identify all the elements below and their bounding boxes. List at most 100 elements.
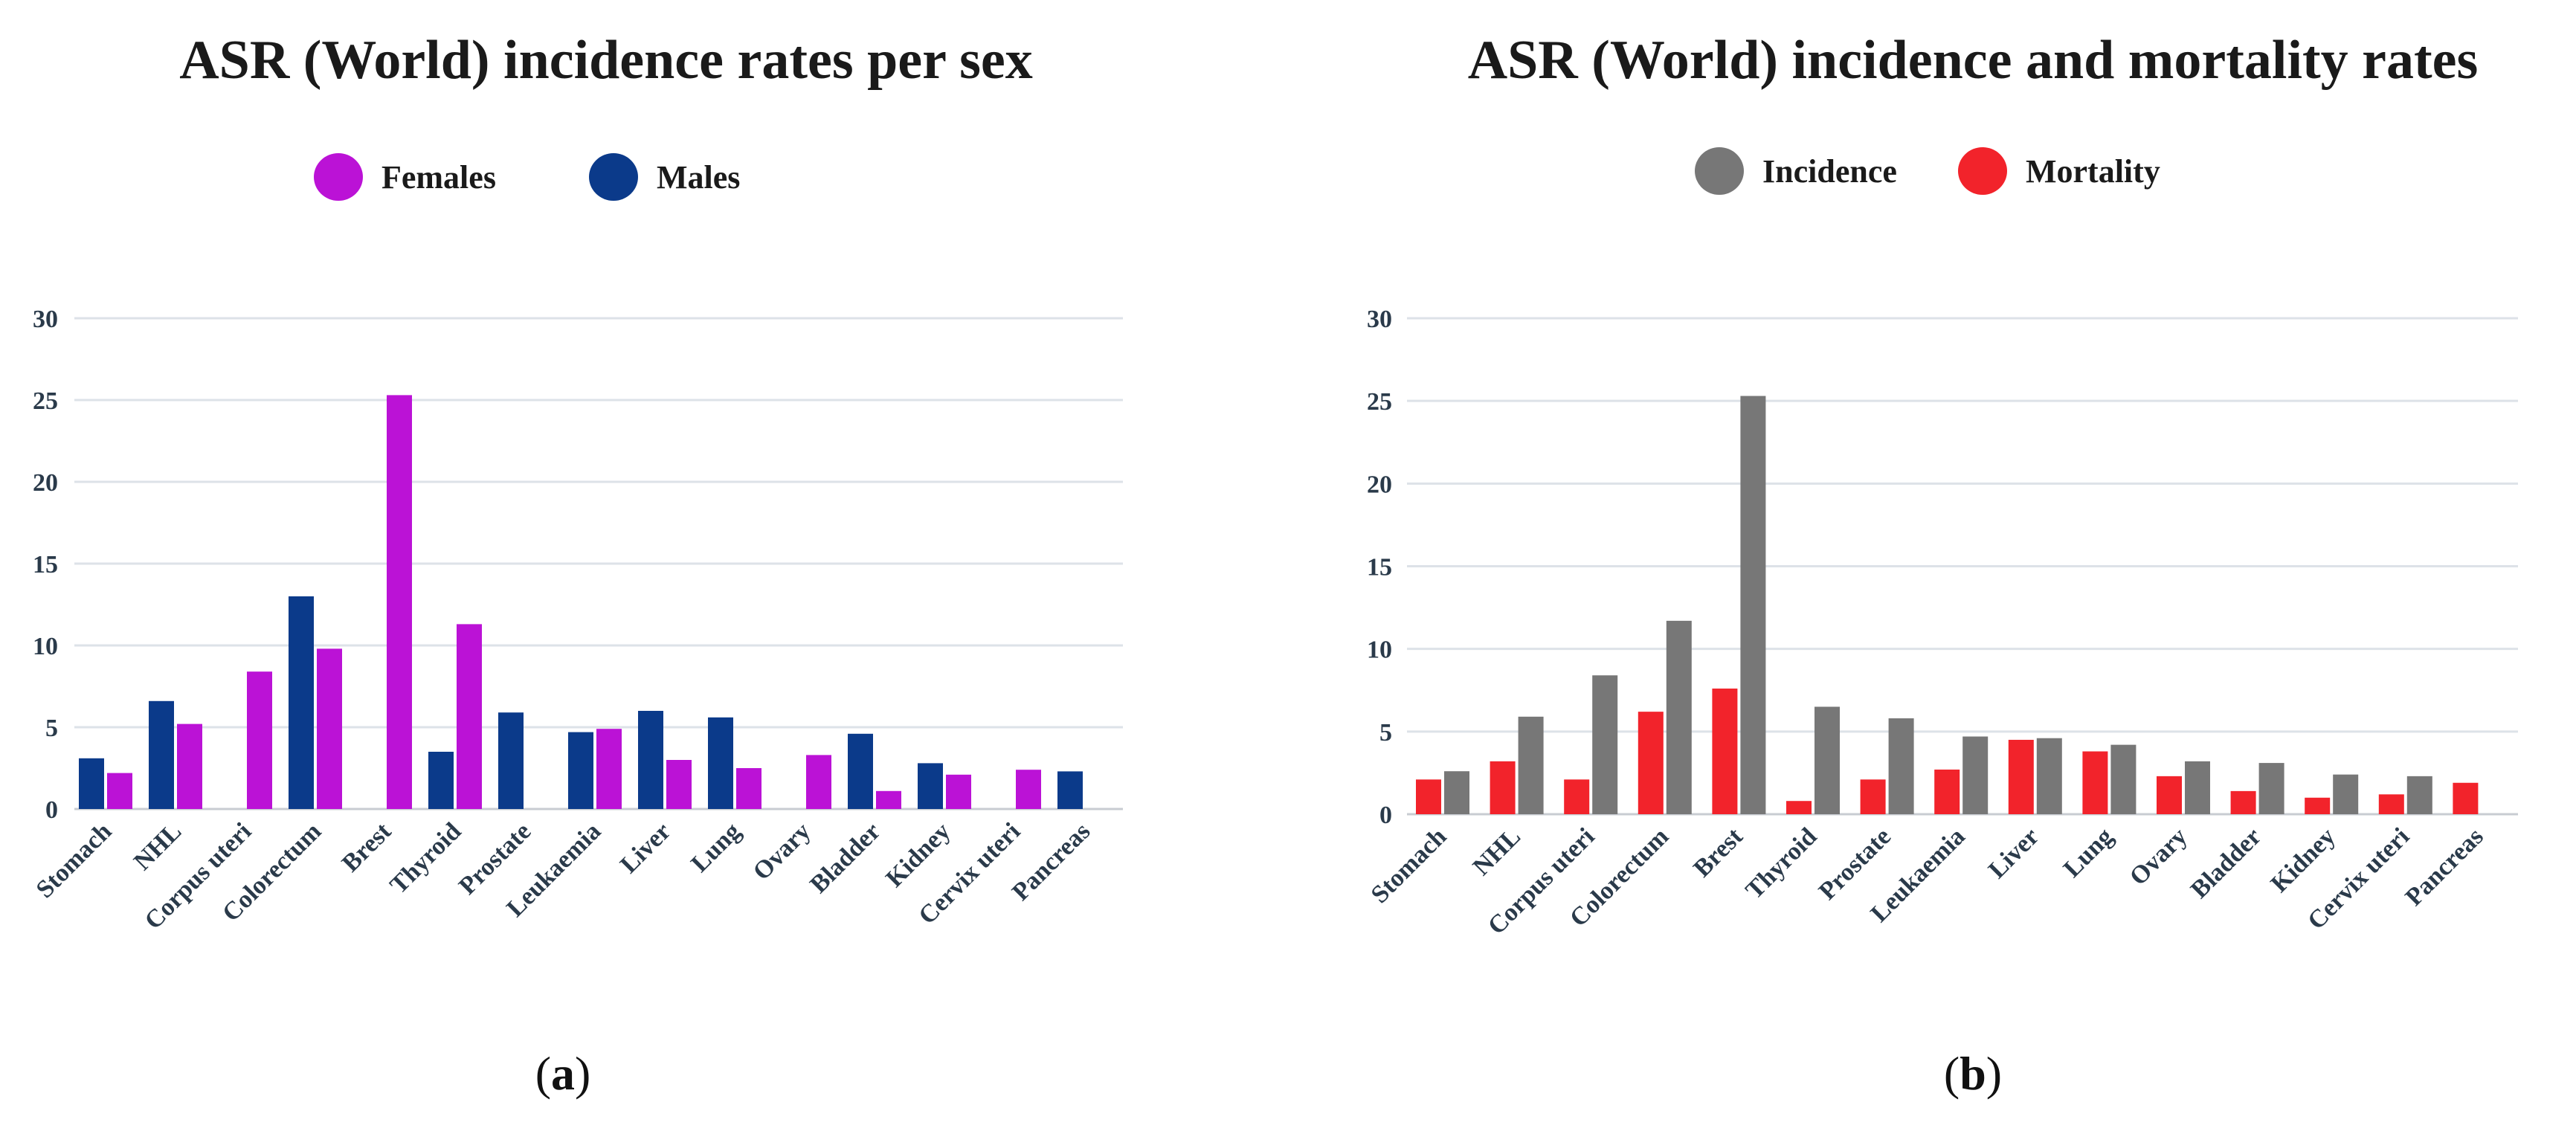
bar-females: Females — Liver: 3 — [666, 760, 692, 809]
x-tick-label: Kidney — [2266, 822, 2341, 897]
bar-males: Males — Bladder: 4.6 — [848, 733, 873, 809]
x-tick-label: Bladder — [2186, 822, 2267, 903]
bar-mortality: Mortality — Corpus uteri: 2.1 — [1564, 779, 1590, 814]
legend-label: Incidence — [1762, 153, 1897, 190]
bar-incidence: Incidence — Brest: 25.3 — [1740, 396, 1766, 814]
bar-incidence: Incidence — Stomach: 2.6 — [1444, 771, 1469, 814]
legend-swatch — [1695, 147, 1744, 195]
bar-incidence: Incidence — Corpus uteri: 8.4 — [1592, 675, 1618, 814]
legend-swatch — [314, 153, 363, 201]
y-tick-label: 10 — [33, 633, 58, 660]
bar-mortality: Mortality — Leukaemia: 2.7 — [1934, 769, 1960, 814]
x-tick-label: Ovary — [748, 817, 817, 886]
bar-incidence: Incidence — Ovary: 3.2 — [2185, 761, 2210, 814]
bar-females: Females — Bladder: 1.1 — [876, 790, 901, 809]
panel-label: (a) — [535, 1047, 591, 1100]
x-tick-label: Bladder — [805, 817, 886, 898]
bar-males: Males — Liver: 6 — [638, 711, 663, 809]
bar-mortality: Mortality — Cervix uteri: 1.2 — [2378, 794, 2404, 814]
x-tick-label: Brest — [337, 817, 397, 877]
x-tick-label: Liver — [1983, 822, 2044, 883]
bar-males: Males — Colorectum: 13 — [289, 596, 314, 809]
y-tick-label: 25 — [33, 387, 58, 415]
x-tick-label: Stomach — [31, 817, 117, 903]
bar-mortality: Mortality — Lung: 3.8 — [2082, 751, 2108, 814]
bar-females: Females — Kidney: 2.1 — [946, 774, 971, 809]
bar-incidence: Incidence — Kidney: 2.4 — [2333, 774, 2359, 814]
bar-males: Males — Prostate: 5.9 — [498, 712, 524, 809]
bar-mortality: Mortality — Colorectum: 6.2 — [1638, 712, 1664, 814]
legend-swatch — [1958, 147, 2007, 195]
panel-label: (b) — [1944, 1047, 2002, 1100]
x-tick-label: Ovary — [2125, 822, 2193, 891]
bar-females: Females — Leukaemia: 4.9 — [596, 729, 622, 809]
legend-swatch — [589, 153, 638, 201]
bar-females: Females — Corpus uteri: 8.4 — [247, 671, 272, 809]
chart-b: ASR (World) incidence and mortality rate… — [1366, 30, 2518, 1100]
y-tick-label: 25 — [1367, 388, 1392, 416]
legend-label: Females — [381, 159, 496, 196]
bar-males: Males — NHL: 6.6 — [149, 700, 174, 809]
y-tick-label: 15 — [1367, 554, 1392, 581]
bar-incidence: Incidence — Leukaemia: 4.7 — [1962, 736, 1989, 814]
bar-mortality: Mortality — NHL: 3.2 — [1490, 761, 1516, 814]
bar-females: Females — Colorectum: 9.8 — [317, 648, 342, 809]
bar-incidence: Incidence — NHL: 5.9 — [1518, 716, 1544, 814]
bar-mortality: Mortality — Thyroid: 0.8 — [1786, 801, 1812, 814]
bar-mortality: Mortality — Pancreas: 1.9 — [2453, 782, 2479, 814]
x-tick-label: Pancreas — [2400, 822, 2489, 911]
bar-females: Females — Lung: 2.5 — [736, 768, 761, 809]
y-tick-label: 30 — [1367, 306, 1392, 333]
bar-males: Males — Lung: 5.6 — [708, 717, 733, 809]
chart-title: ASR (World) incidence and mortality rate… — [1468, 30, 2479, 91]
bar-males: Males — Stomach: 3.1 — [79, 758, 104, 809]
bar-mortality: Mortality — Stomach: 2.1 — [1416, 779, 1441, 814]
y-tick-label: 0 — [1379, 802, 1392, 829]
bar-mortality: Mortality — Bladder: 1.4 — [2230, 790, 2256, 814]
y-tick-label: 0 — [45, 796, 58, 824]
bar-mortality: Mortality — Ovary: 2.3 — [2157, 776, 2182, 814]
y-tick-label: 5 — [45, 715, 58, 742]
chart-title: ASR (World) incidence rates per sex — [179, 30, 1033, 91]
bar-mortality: Mortality — Prostate: 2.1 — [1860, 779, 1886, 814]
bar-incidence: Incidence — Liver: 4.6 — [2036, 738, 2062, 814]
bar-incidence: Incidence — Bladder: 3.1 — [2258, 763, 2284, 814]
y-tick-label: 20 — [33, 469, 58, 497]
legend-label: Males — [657, 159, 740, 196]
bar-incidence: Incidence — Thyroid: 6.5 — [1815, 706, 1840, 814]
legend-label: Mortality — [2026, 153, 2160, 190]
x-tick-label: Brest — [1688, 822, 1748, 883]
x-tick-label: NHL — [129, 817, 187, 875]
y-tick-label: 15 — [33, 551, 58, 578]
bar-females: Females — NHL: 5.2 — [177, 723, 202, 809]
bar-incidence: Incidence — Prostate: 5.8 — [1888, 718, 1914, 814]
bar-incidence: Incidence — Cervix uteri: 2.3 — [2406, 776, 2432, 814]
bar-incidence: Incidence — Lung: 4.2 — [2110, 744, 2137, 814]
bar-mortality: Mortality — Kidney: 1 — [2305, 797, 2331, 814]
y-tick-label: 5 — [1379, 719, 1392, 747]
bar-females: Females — Ovary: 3.3 — [806, 755, 831, 809]
y-tick-label: 20 — [1367, 471, 1392, 498]
x-tick-label: Liver — [615, 817, 676, 878]
x-tick-label: Pancreas — [1007, 817, 1095, 906]
bar-males: Males — Thyroid: 3.5 — [428, 752, 454, 809]
bar-males: Males — Pancreas: 2.3 — [1057, 771, 1083, 809]
bar-incidence: Incidence — Colorectum: 11.7 — [1666, 620, 1692, 814]
bar-males: Males — Leukaemia: 4.7 — [568, 732, 593, 809]
x-tick-label: Lung — [2058, 822, 2119, 883]
x-tick-label: NHL — [1468, 822, 1526, 880]
bar-males: Males — Kidney: 2.8 — [918, 763, 943, 809]
y-tick-label: 30 — [33, 306, 58, 333]
x-tick-label: Stomach — [1366, 822, 1452, 909]
x-tick-label: Lung — [686, 817, 746, 877]
bar-mortality: Mortality — Brest: 7.6 — [1712, 689, 1738, 814]
x-tick-label: Thyroid — [384, 817, 466, 899]
bar-females: Females — Cervix uteri: 2.4 — [1016, 770, 1041, 809]
bar-mortality: Mortality — Liver: 4.5 — [2008, 739, 2034, 814]
bar-females: Females — Brest: 25.3 — [387, 395, 412, 809]
bar-females: Females — Stomach: 2.2 — [107, 773, 132, 809]
y-tick-label: 10 — [1367, 636, 1392, 664]
x-tick-label: Thyroid — [1741, 822, 1823, 904]
chart-a: ASR (World) incidence rates per sex Femal… — [31, 30, 1123, 1100]
